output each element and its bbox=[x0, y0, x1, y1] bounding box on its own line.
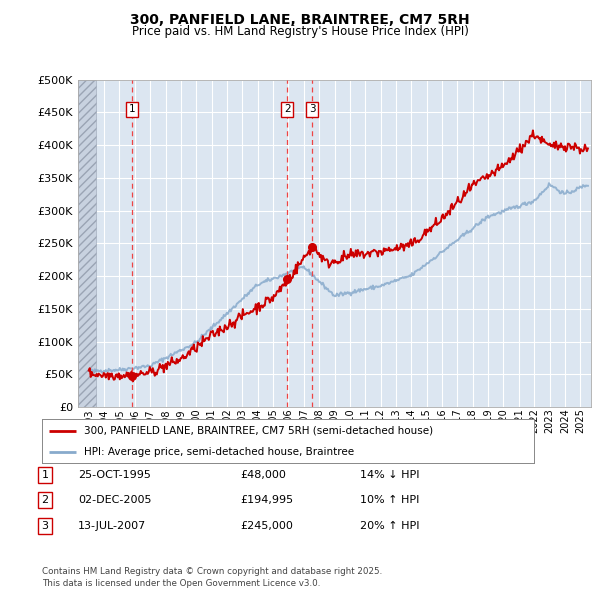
Text: 1: 1 bbox=[129, 104, 136, 114]
Text: 2: 2 bbox=[41, 496, 49, 505]
Text: 1: 1 bbox=[41, 470, 49, 480]
Text: 300, PANFIELD LANE, BRAINTREE, CM7 5RH: 300, PANFIELD LANE, BRAINTREE, CM7 5RH bbox=[130, 13, 470, 27]
Text: 20% ↑ HPI: 20% ↑ HPI bbox=[360, 521, 419, 530]
Text: 3: 3 bbox=[41, 521, 49, 530]
Text: £194,995: £194,995 bbox=[240, 496, 293, 505]
Text: 3: 3 bbox=[309, 104, 316, 114]
Text: 13-JUL-2007: 13-JUL-2007 bbox=[78, 521, 146, 530]
Text: HPI: Average price, semi-detached house, Braintree: HPI: Average price, semi-detached house,… bbox=[84, 447, 354, 457]
Text: 25-OCT-1995: 25-OCT-1995 bbox=[78, 470, 151, 480]
Text: £245,000: £245,000 bbox=[240, 521, 293, 530]
Text: Contains HM Land Registry data © Crown copyright and database right 2025.
This d: Contains HM Land Registry data © Crown c… bbox=[42, 568, 382, 588]
Text: 300, PANFIELD LANE, BRAINTREE, CM7 5RH (semi-detached house): 300, PANFIELD LANE, BRAINTREE, CM7 5RH (… bbox=[84, 426, 433, 436]
Text: Price paid vs. HM Land Registry's House Price Index (HPI): Price paid vs. HM Land Registry's House … bbox=[131, 25, 469, 38]
Text: 14% ↓ HPI: 14% ↓ HPI bbox=[360, 470, 419, 480]
Text: £48,000: £48,000 bbox=[240, 470, 286, 480]
Text: 10% ↑ HPI: 10% ↑ HPI bbox=[360, 496, 419, 505]
Text: 2: 2 bbox=[284, 104, 290, 114]
Text: 02-DEC-2005: 02-DEC-2005 bbox=[78, 496, 151, 505]
